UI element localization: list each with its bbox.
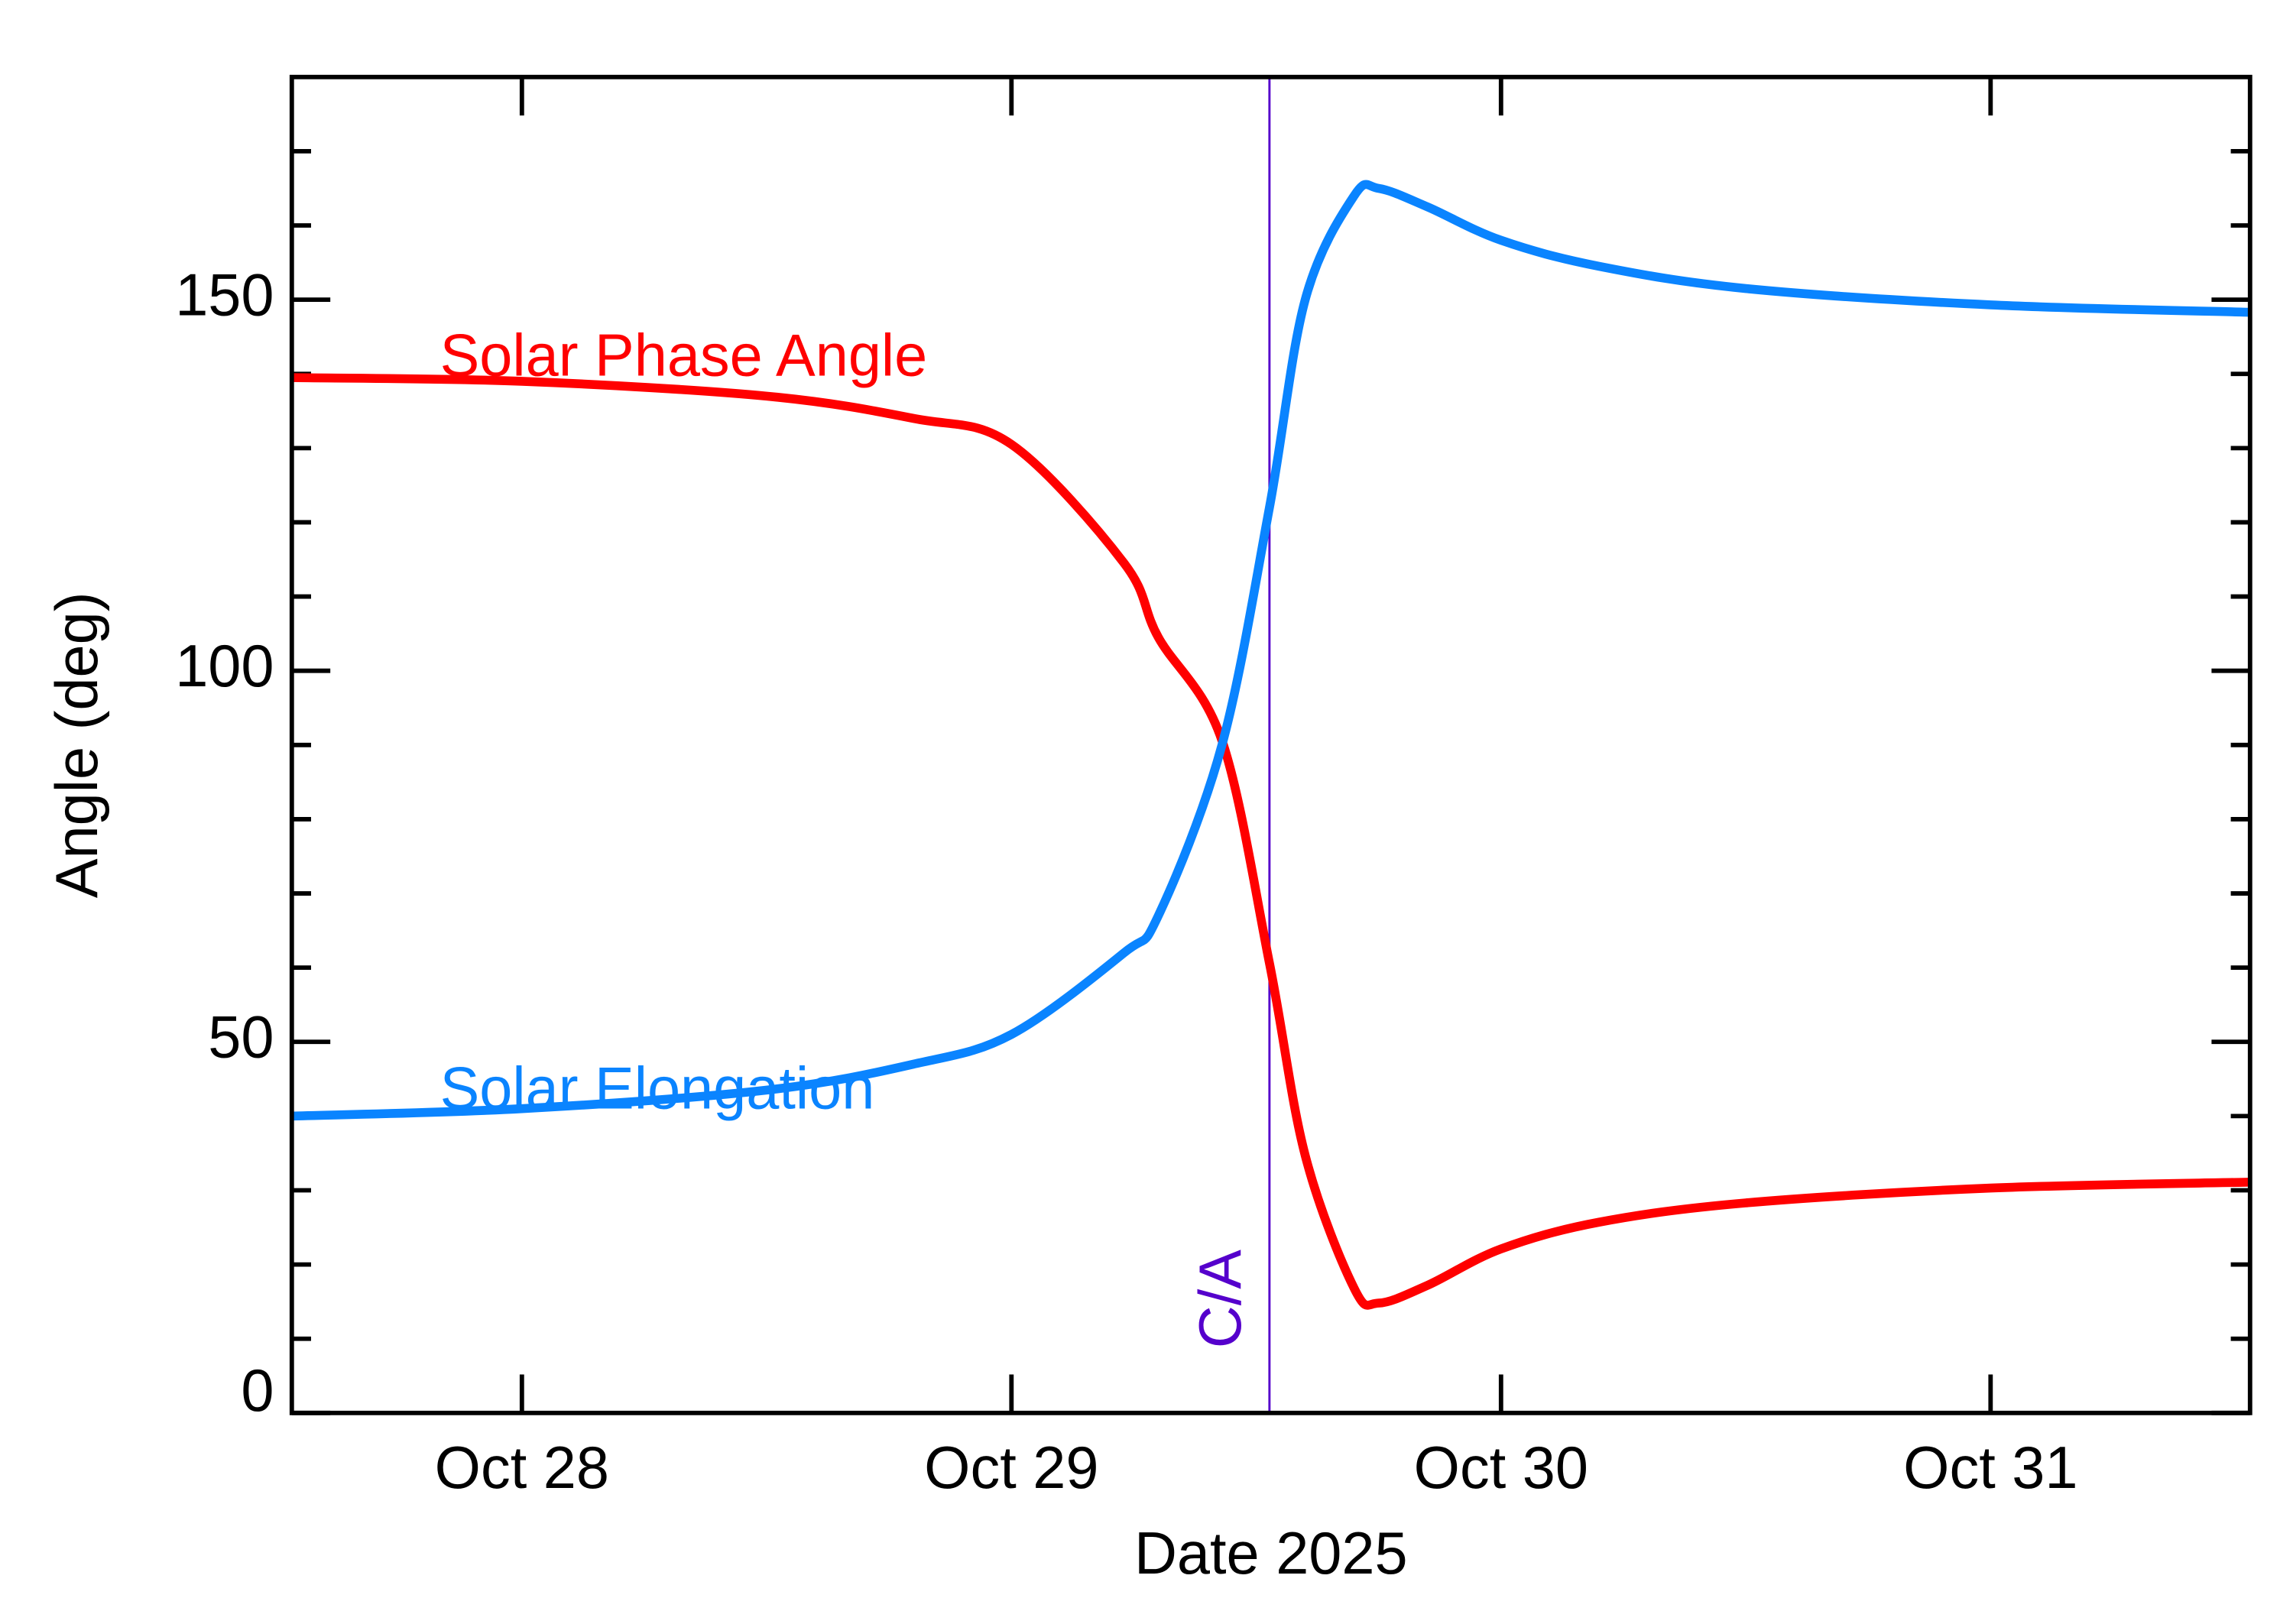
plot-frame [289, 74, 2252, 1415]
series-label: Solar Elongation [440, 1056, 875, 1122]
y-tick-label: 150 [175, 263, 274, 329]
y-axis-label: Angle (deg) [44, 592, 110, 898]
x-tick-label: Oct 28 [435, 1435, 609, 1501]
x-axis-label: Date 2025 [1134, 1521, 1408, 1587]
x-tick-label: Oct 31 [1903, 1435, 2077, 1501]
series-line [291, 180, 2250, 1121]
series-label: Solar Phase Angle [440, 323, 928, 388]
x-tick-label: Oct 30 [1414, 1435, 1588, 1501]
x-tick-label: Oct 29 [924, 1435, 1098, 1501]
y-tick-label: 0 [241, 1358, 274, 1424]
closest-approach-label: C/A [1188, 1250, 1254, 1349]
y-tick-label: 100 [175, 634, 274, 699]
series-line [291, 373, 2250, 1310]
y-tick-label: 50 [208, 1005, 274, 1071]
